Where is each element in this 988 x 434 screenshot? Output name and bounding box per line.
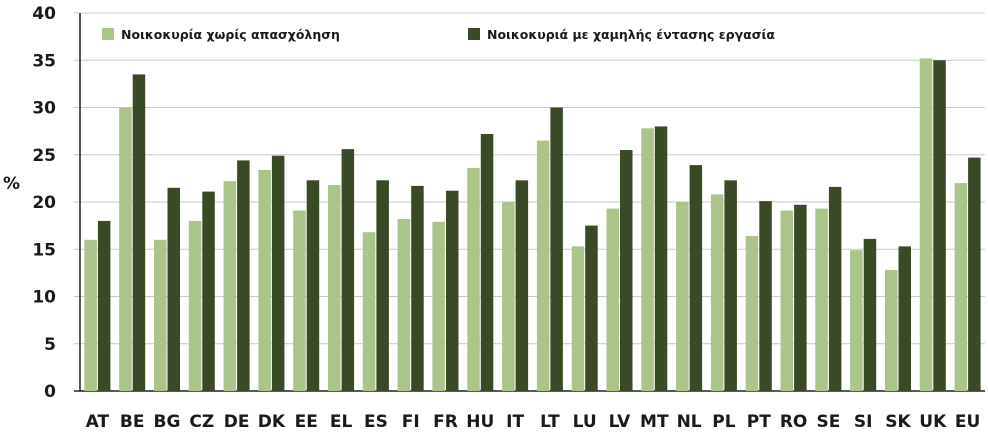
x-tick-label: SI: [854, 412, 873, 432]
bar-jobless-fi: [397, 219, 411, 391]
bar-jobless-cz: [188, 220, 202, 391]
bar-jobless-nl: [676, 202, 689, 391]
bar-low-intensity-at: [97, 220, 111, 391]
y-tick-label: 0: [44, 382, 56, 402]
x-tick-label: EU: [955, 412, 980, 432]
y-tick-label: 20: [32, 193, 56, 213]
bar-low-intensity-de: [237, 160, 250, 391]
x-tick-label: ES: [364, 412, 388, 432]
bar-low-intensity-lv: [620, 150, 633, 391]
bar-jobless-pt: [745, 236, 759, 391]
bar-jobless-mt: [641, 128, 654, 392]
bar-jobless-se: [815, 208, 828, 391]
bar-jobless-it: [502, 202, 515, 391]
bar-jobless-dk: [258, 169, 271, 391]
bar-jobless-lv: [606, 208, 619, 391]
bar-jobless-hu: [467, 168, 480, 391]
bar-jobless-es: [362, 232, 376, 391]
bar-jobless-sk: [885, 270, 898, 391]
bar-jobless-pl: [710, 194, 724, 391]
x-tick-label: AT: [86, 412, 110, 432]
x-tick-label: FR: [433, 412, 458, 432]
bar-low-intensity-sk: [898, 246, 911, 391]
bar-jobless-uk: [919, 58, 933, 392]
bar-low-intensity-bg: [167, 187, 180, 391]
x-tick-label: LU: [573, 412, 597, 432]
x-tick-label: DE: [224, 412, 250, 432]
bar-jobless-bg: [154, 239, 167, 391]
legend-label-series-2: Νοικοκυριά με χαμηλής έντασης εργασία: [487, 27, 775, 42]
legend-swatch-series-2: [468, 28, 480, 40]
bar-jobless-ro: [780, 210, 793, 391]
x-tick-label: FI: [402, 412, 420, 432]
bar-low-intensity-ee: [306, 180, 320, 391]
x-tick-label: BE: [120, 412, 145, 432]
y-tick-label: 35: [32, 51, 56, 71]
bar-low-intensity-el: [341, 149, 355, 391]
legend-swatch-series-1: [102, 28, 114, 40]
bar-low-intensity-it: [515, 180, 529, 391]
bar-low-intensity-fr: [446, 190, 459, 391]
y-tick-label: 15: [32, 240, 56, 260]
x-tick-label: UK: [919, 412, 947, 432]
bar-jobless-at: [84, 239, 97, 391]
x-tick-label: NL: [677, 412, 702, 432]
bar-jobless-eu: [954, 183, 968, 391]
y-tick-label: 40: [32, 4, 56, 24]
x-tick-label: LV: [609, 412, 631, 432]
bar-low-intensity-mt: [654, 126, 668, 392]
bar-low-intensity-si: [863, 238, 877, 391]
bar-low-intensity-hu: [480, 134, 494, 391]
bar-jobless-de: [223, 181, 237, 391]
bar-low-intensity-dk: [271, 155, 285, 391]
x-tick-label: EE: [295, 412, 318, 432]
legend-label-series-1: Νοικοκυρία χωρίς απασχόληση: [121, 27, 340, 42]
bar-low-intensity-ro: [794, 204, 807, 391]
bar-jobless-ee: [293, 210, 306, 391]
y-tick-label: 30: [32, 99, 56, 119]
x-tick-label: PL: [712, 412, 735, 432]
bar-low-intensity-nl: [689, 165, 703, 391]
x-tick-label: CZ: [189, 412, 214, 432]
bar-jobless-si: [850, 250, 863, 391]
bar-jobless-el: [328, 185, 341, 391]
bar-low-intensity-eu: [968, 157, 981, 391]
x-tick-label: LT: [540, 412, 560, 432]
x-tick-label: EL: [330, 412, 353, 432]
bar-jobless-lt: [536, 140, 550, 391]
bar-jobless-be: [119, 107, 132, 391]
legend: Νοικοκυρία χωρίς απασχόληση Νοικοκυριά μ…: [102, 27, 775, 42]
x-tick-label: RO: [780, 412, 808, 432]
x-tick-label: DK: [258, 412, 286, 432]
x-tick-label: MT: [640, 412, 669, 432]
x-tick-label: HU: [466, 412, 494, 432]
y-tick-label: 5: [44, 335, 56, 355]
y-tick-label: 10: [32, 288, 56, 308]
x-tick-label: IT: [506, 412, 524, 432]
bar-low-intensity-cz: [202, 191, 215, 391]
bar-jobless-lu: [571, 246, 585, 391]
bar-low-intensity-be: [132, 74, 146, 392]
x-tick-label: BG: [154, 412, 181, 432]
x-tick-label: SE: [816, 412, 840, 432]
bar-low-intensity-lu: [585, 225, 598, 391]
axes: 0 5 10 15 20 25 30 35 40 AT BE BG CZ DE DK EE EL ES FI FR HU…: [32, 4, 980, 432]
bar-jobless-fr: [432, 221, 445, 391]
bar-low-intensity-se: [828, 186, 842, 391]
bar-low-intensity-lt: [550, 107, 563, 391]
y-axis-label: %: [3, 174, 20, 194]
x-tick-label: PT: [747, 412, 771, 432]
y-tick-label: 25: [32, 146, 56, 166]
bar-low-intensity-pl: [724, 180, 737, 391]
bar-low-intensity-uk: [933, 60, 946, 392]
bar-low-intensity-es: [376, 180, 389, 391]
bar-low-intensity-fi: [411, 185, 424, 391]
bars: [84, 58, 981, 392]
bar-low-intensity-pt: [759, 201, 772, 391]
x-tick-label: SK: [885, 412, 911, 432]
